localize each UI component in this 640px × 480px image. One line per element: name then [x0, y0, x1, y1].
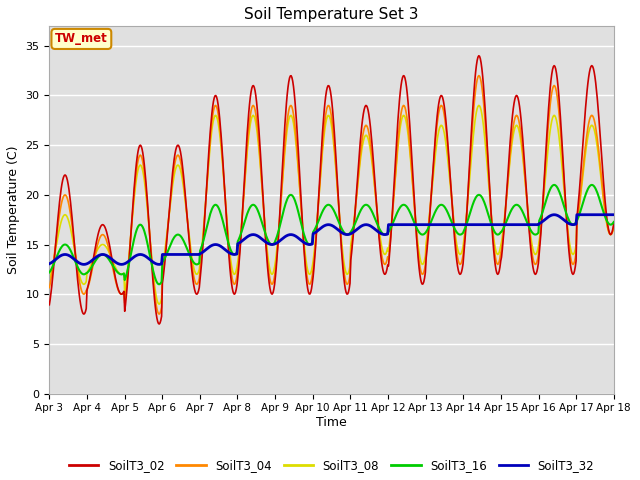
SoilT3_04 — [417, 270, 425, 276]
SoilT3_02 — [114, 285, 122, 290]
Title: Soil Temperature Set 3: Soil Temperature Set 3 — [244, 7, 419, 22]
SoilT3_04 — [401, 105, 409, 110]
SoilT3_04 — [172, 156, 180, 162]
SoilT3_16 — [401, 202, 409, 208]
SoilT3_16 — [202, 229, 209, 235]
SoilT3_16 — [114, 269, 122, 275]
Line: SoilT3_02: SoilT3_02 — [49, 56, 614, 324]
SoilT3_32 — [610, 212, 618, 217]
X-axis label: Time: Time — [316, 416, 347, 429]
SoilT3_02 — [475, 53, 483, 59]
SoilT3_02 — [56, 199, 63, 205]
Line: SoilT3_08: SoilT3_08 — [49, 106, 614, 304]
SoilT3_16 — [610, 219, 618, 225]
SoilT3_32 — [417, 222, 425, 228]
SoilT3_04 — [475, 73, 483, 79]
SoilT3_02 — [417, 280, 425, 286]
Line: SoilT3_04: SoilT3_04 — [49, 76, 614, 314]
SoilT3_32 — [573, 212, 580, 217]
SoilT3_04 — [202, 201, 209, 206]
SoilT3_02 — [610, 220, 618, 226]
SoilT3_04 — [45, 285, 53, 290]
SoilT3_08 — [114, 268, 122, 274]
SoilT3_32 — [401, 222, 409, 228]
Line: SoilT3_16: SoilT3_16 — [49, 185, 614, 284]
SoilT3_08 — [56, 226, 63, 231]
SoilT3_02 — [172, 147, 180, 153]
SoilT3_16 — [588, 182, 596, 188]
SoilT3_16 — [45, 269, 53, 275]
Y-axis label: Soil Temperature (C): Soil Temperature (C) — [7, 145, 20, 274]
Legend: SoilT3_02, SoilT3_04, SoilT3_08, SoilT3_16, SoilT3_32: SoilT3_02, SoilT3_04, SoilT3_08, SoilT3_… — [64, 455, 599, 477]
Text: TW_met: TW_met — [55, 33, 108, 46]
SoilT3_32 — [115, 261, 122, 267]
SoilT3_08 — [45, 277, 53, 283]
SoilT3_08 — [610, 224, 618, 230]
SoilT3_32 — [202, 247, 209, 253]
SoilT3_16 — [172, 233, 180, 239]
SoilT3_32 — [172, 252, 180, 257]
SoilT3_08 — [475, 103, 483, 108]
SoilT3_32 — [56, 253, 63, 259]
SoilT3_16 — [156, 281, 163, 287]
SoilT3_02 — [202, 201, 209, 207]
SoilT3_08 — [202, 200, 209, 205]
SoilT3_08 — [417, 260, 425, 266]
SoilT3_02 — [401, 75, 409, 81]
SoilT3_32 — [45, 261, 53, 266]
SoilT3_32 — [80, 262, 88, 267]
SoilT3_08 — [156, 301, 163, 307]
SoilT3_04 — [610, 224, 618, 229]
Line: SoilT3_32: SoilT3_32 — [49, 215, 614, 264]
SoilT3_04 — [114, 286, 122, 291]
SoilT3_02 — [45, 302, 53, 308]
SoilT3_08 — [172, 166, 180, 171]
SoilT3_16 — [417, 231, 425, 237]
SoilT3_02 — [156, 321, 163, 327]
SoilT3_08 — [401, 114, 409, 120]
SoilT3_04 — [56, 211, 63, 217]
SoilT3_16 — [56, 248, 63, 253]
SoilT3_04 — [156, 311, 163, 317]
